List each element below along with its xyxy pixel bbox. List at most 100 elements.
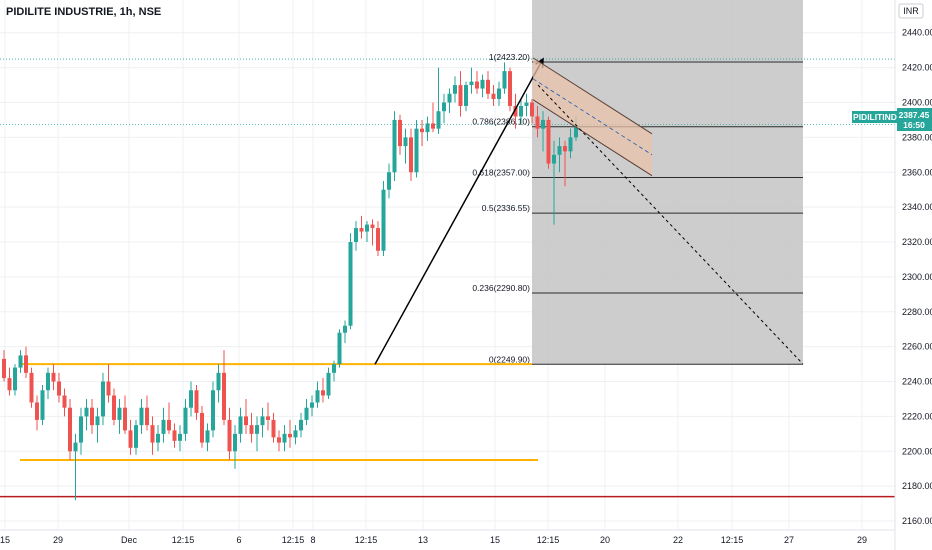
x-tick-label: 15 [0,535,10,545]
candle-body [282,433,287,443]
channel-lower-line[interactable] [532,99,653,177]
candle-body [73,442,78,452]
candle-body [7,378,12,391]
candle-body [513,105,518,117]
x-tick-label: 12:15 [721,535,744,545]
fib-level-label: 1(2423.20) [489,52,530,62]
candle-body [381,189,386,251]
projection-dotted-line[interactable] [537,84,804,365]
fib-retracement[interactable]: 1(2423.20) 0.786(2386.10) 0.618(2357.00) 0.… [0,0,895,365]
x-tick-label: 13 [418,535,428,545]
candle-body [414,128,419,173]
candle-body [502,71,507,89]
candle-body [480,79,485,89]
candle-body [387,172,391,190]
candle-body [79,416,83,443]
currency-button[interactable] [898,3,924,19]
y-tick-label: 2360.00 [902,167,932,177]
x-tick-label: 27 [784,535,794,545]
time-axis[interactable]: 15 29 Dec 12:15 6 12:15 8 12:15 13 15 12:15 20 22 12:… [0,529,895,545]
candle-body [183,407,188,434]
candle-body [557,146,562,155]
symbol-badge-label: PIDILITIND [853,112,897,122]
candle-body [172,430,177,441]
candle-body [29,372,34,403]
candle-body [106,381,111,396]
candle-body [436,111,441,129]
candle-body [409,137,413,173]
y-tick-label: 2160.00 [902,516,932,526]
candle-body [348,242,353,326]
candle-body [491,93,496,100]
x-tick-label: 12:15 [172,535,195,545]
candle-body [535,116,540,129]
candle-body [475,81,479,89]
candle-body [277,437,281,443]
candle-body [486,79,490,94]
trend-drawings[interactable] [374,57,804,365]
candle-body [84,407,89,417]
candle-body [156,433,160,443]
y-tick-label: 2200.00 [902,446,932,456]
y-tick-label: 2220.00 [902,411,932,421]
candle-body [13,367,17,391]
candle-body [524,102,529,106]
candle-body [464,85,468,106]
y-tick-label: 2420.00 [902,63,932,73]
candle-body [359,228,364,232]
y-tick-label: 2380.00 [902,132,932,142]
price-axis[interactable]: 2160.00 2180.00 2200.00 2220.00 2240.00 2260.… [894,0,932,550]
candle-body [370,224,375,229]
candle-body [546,119,551,164]
bar-countdown: 16:50 [903,120,925,130]
y-tick-label: 2280.00 [902,307,932,317]
candle-body [326,372,331,396]
fib-level-label: 0.236(2290.80) [472,283,530,293]
candle-body [46,372,50,391]
candle-body [145,407,149,426]
x-tick-label: 29 [53,535,63,545]
candle-body [563,146,567,152]
candle-body [365,224,369,232]
candle-body [112,395,116,420]
candle-body [574,125,578,138]
candle-body [62,395,67,408]
candle-body [18,355,23,368]
x-tick-label: 12:15 [282,535,305,545]
candle-body [293,430,298,438]
candle-body [117,407,122,420]
channel-upper-line[interactable] [532,57,653,135]
candle-body [35,402,39,420]
candle-body [568,137,573,152]
x-tick-label: 12:15 [537,535,560,545]
candle-body [139,407,144,426]
candle-body [255,425,259,434]
candle-body [337,332,342,365]
candle-body [205,430,210,443]
candle-body [222,372,226,420]
x-tick-label: Dec [121,535,138,545]
candle-body [530,102,534,117]
candle-body [216,372,221,391]
horizontal-lines[interactable] [0,363,895,498]
candle-body [249,425,254,434]
candle-body [315,390,320,403]
candle-body [200,412,204,443]
candle-body [178,433,182,441]
fib-level-label: 0.5(2336.55) [482,203,530,213]
trend-arrow-line[interactable] [374,58,544,365]
candle-body [497,88,501,100]
x-tick-label: 29 [857,535,867,545]
x-tick-label: 15 [490,535,500,545]
fib-level-label: 0.618(2357.00) [472,167,530,177]
candle-body [244,416,248,426]
candle-body [150,425,155,443]
channel-median-line [532,78,653,156]
candle-body [2,358,6,379]
candle-body [354,228,358,243]
candle-body [321,390,325,396]
candle-body [304,407,309,420]
candle-body [266,416,270,420]
candle-body [161,419,166,434]
